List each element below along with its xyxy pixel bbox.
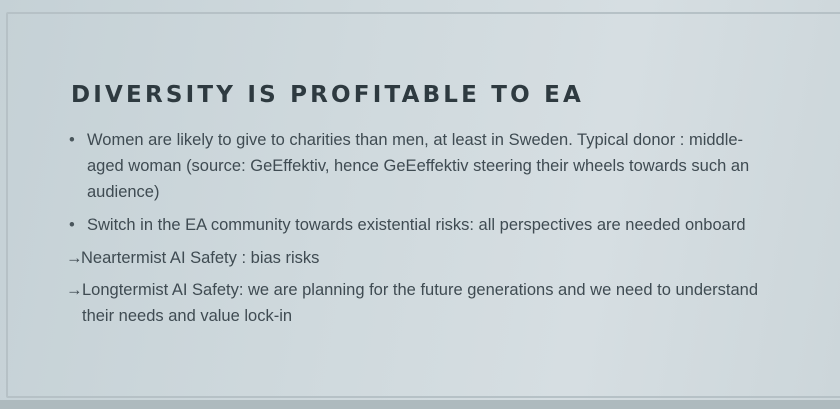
bullet-list: • Women are likely to give to charities … [66, 127, 766, 335]
bullet-item-existential-risks: • Switch in the EA community towards exi… [66, 212, 766, 238]
slide-frame [6, 12, 840, 398]
arrow-right-icon: → [66, 281, 83, 299]
arrow-item-neartermist: → Neartermist AI Safety : bias risks [60, 245, 766, 271]
arrow-right-icon: → [66, 249, 83, 267]
arrow-item-longtermist: → Longtermist AI Safety: we are planning… [60, 277, 766, 329]
arrow-text: Neartermist AI Safety : bias risks [81, 249, 320, 267]
bullet-item-donors: • Women are likely to give to charities … [66, 127, 766, 205]
bullet-dot-icon: • [69, 216, 75, 234]
bullet-text: Switch in the EA community towards exist… [87, 216, 746, 234]
bullet-text: Women are likely to give to charities th… [87, 131, 750, 201]
slide-title: DIVERSITY IS PROFITABLE TO EA [71, 82, 585, 108]
arrow-text: Longtermist AI Safety: we are planning f… [82, 281, 759, 325]
bullet-dot-icon: • [69, 131, 75, 149]
slide-bottom-edge [0, 400, 840, 409]
